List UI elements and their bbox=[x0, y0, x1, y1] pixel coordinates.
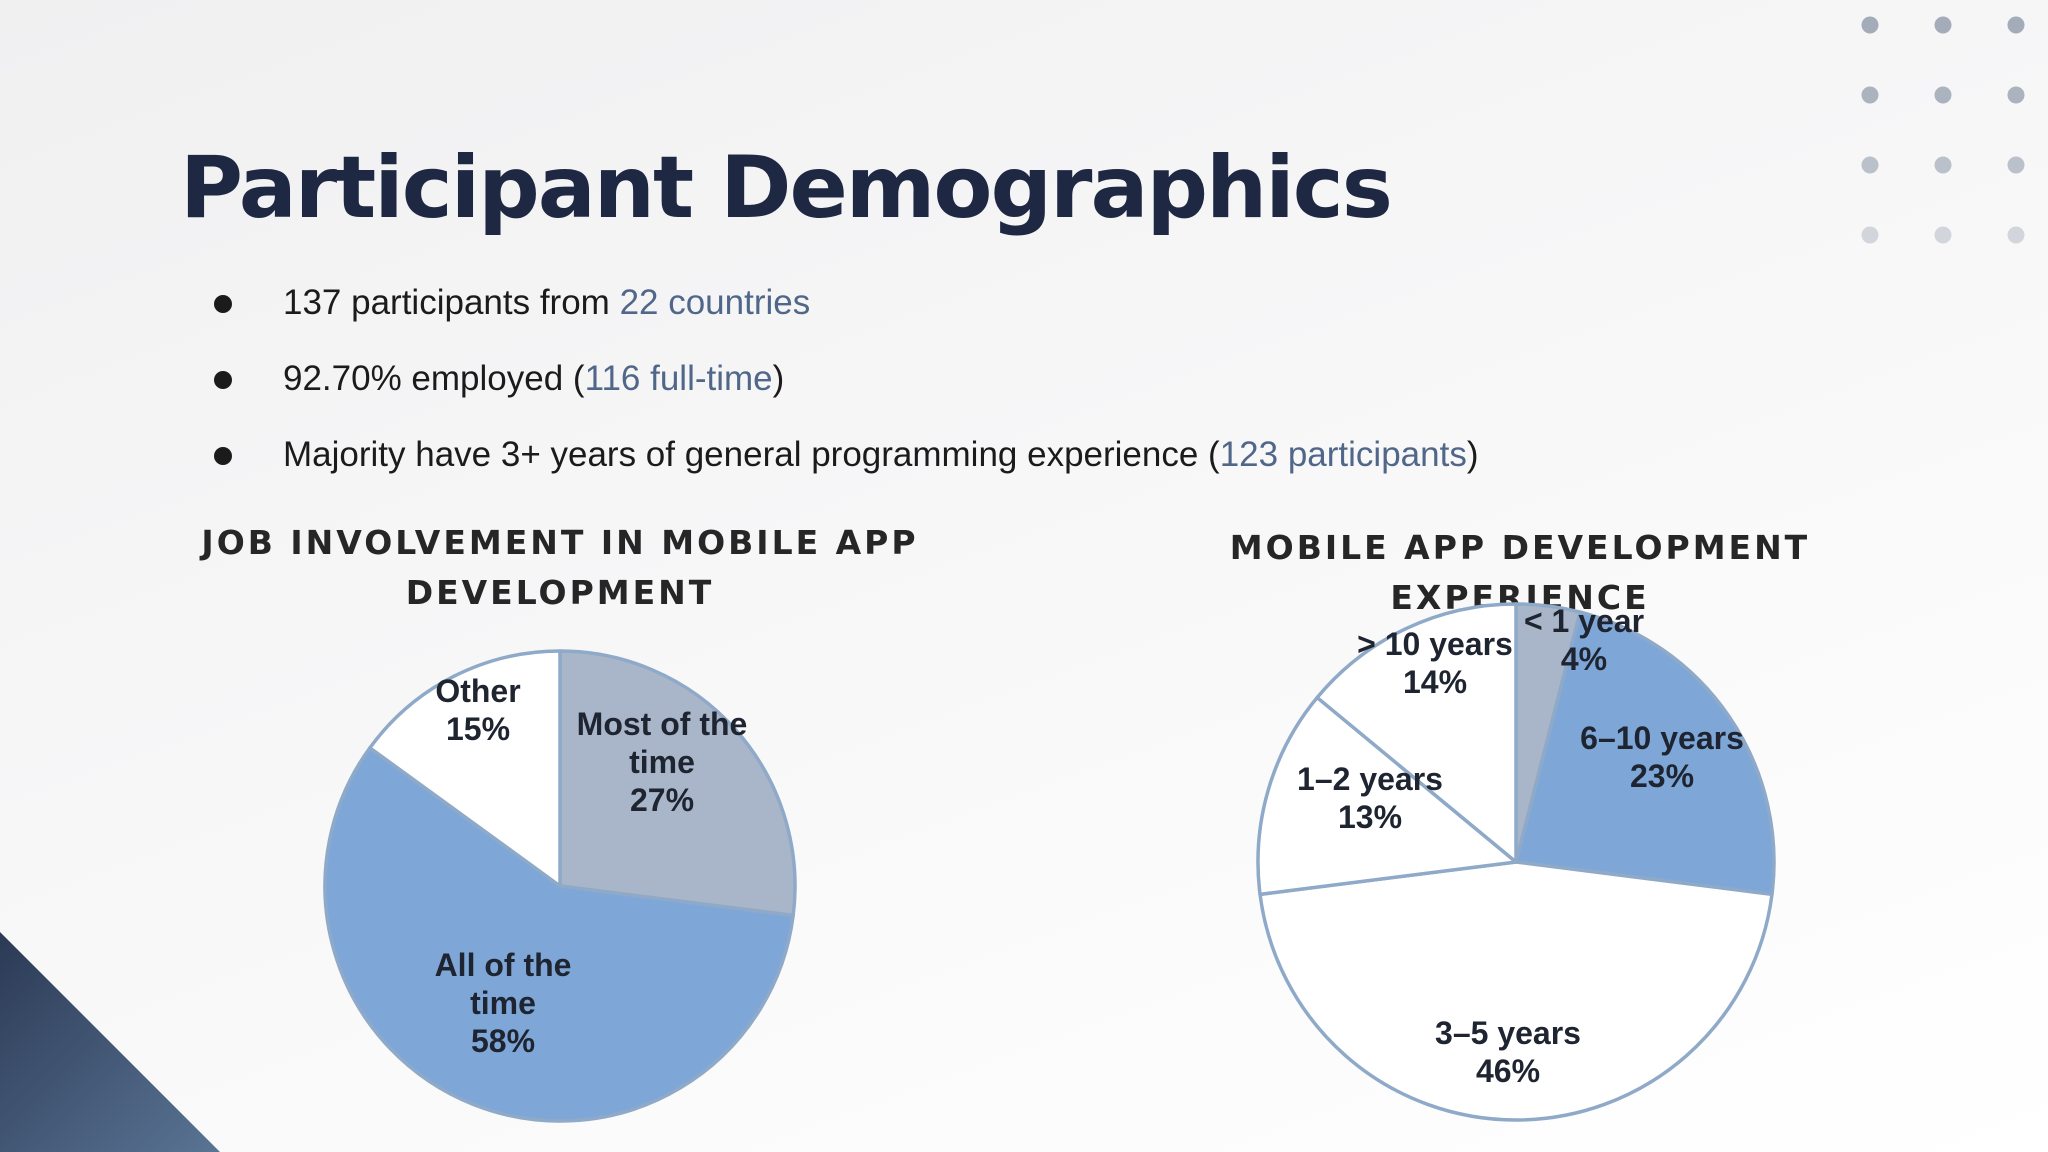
slice-data-label: 6–10 years 23% bbox=[1580, 720, 1744, 794]
bullet-text-end: ) bbox=[1466, 435, 1479, 474]
corner-triangle-decoration bbox=[0, 932, 220, 1152]
slice-percent-label: 4% bbox=[1561, 641, 1607, 677]
decoration-dot bbox=[1861, 226, 1879, 244]
slice-category-label: All of the bbox=[435, 947, 572, 983]
slice-data-label: < 1 year 4% bbox=[1524, 603, 1644, 677]
chart-title-line: JOB INVOLVEMENT IN MOBILE APP bbox=[201, 523, 919, 562]
bullet-list: 137 participants from 22 countries 92.70… bbox=[210, 275, 1478, 503]
pie-slice bbox=[558, 649, 797, 918]
pie-slice bbox=[368, 649, 562, 888]
bullet-highlight: 22 countries bbox=[619, 283, 811, 322]
slice-category-label: < 1 year bbox=[1524, 603, 1644, 639]
chart-title-experience: MOBILE APP DEVELOPMENT EXPERIENCE bbox=[1100, 523, 1940, 623]
chart-title-job-involvement: JOB INVOLVEMENT IN MOBILE APP DEVELOPMEN… bbox=[200, 518, 920, 618]
bullet-text-end: ) bbox=[772, 359, 785, 398]
slice-data-label: Other 15% bbox=[435, 673, 520, 747]
chart-title-line: DEVELOPMENT bbox=[405, 573, 715, 612]
slice-data-label: All of the time 58% bbox=[435, 947, 572, 1059]
slice-category-label: 1–2 years bbox=[1297, 761, 1443, 797]
pie-slice bbox=[1315, 602, 1518, 864]
decoration-dot bbox=[2007, 226, 2025, 244]
bullet-item: Majority have 3+ years of general progra… bbox=[210, 427, 1478, 503]
decoration-dot bbox=[1861, 86, 1879, 104]
slice-percent-label: 58% bbox=[471, 1023, 535, 1059]
slice-category-label: time bbox=[470, 985, 536, 1021]
pie-slice bbox=[1258, 860, 1774, 1122]
slice-percent-label: 23% bbox=[1630, 758, 1694, 794]
slice-category-label: Other bbox=[435, 673, 520, 709]
dot-grid-decoration bbox=[1861, 16, 2025, 244]
slice-data-label: 1–2 years 13% bbox=[1297, 761, 1443, 835]
decoration-dot bbox=[1934, 226, 1952, 244]
decoration-dot bbox=[1861, 156, 1879, 174]
slice-percent-label: 46% bbox=[1476, 1053, 1540, 1089]
decoration-dot bbox=[2007, 86, 2025, 104]
bullet-highlight: 123 participants bbox=[1219, 435, 1467, 474]
pie-slice bbox=[1514, 610, 1776, 897]
decoration-dot bbox=[1934, 16, 1952, 34]
decoration-dot bbox=[1934, 156, 1952, 174]
bullet-text: 92.70% employed ( bbox=[283, 359, 585, 398]
slice-category-label: Most of the bbox=[577, 706, 748, 742]
slice-percent-label: 27% bbox=[630, 782, 694, 818]
slice-category-label: 6–10 years bbox=[1580, 720, 1744, 756]
bullet-item: 137 participants from 22 countries bbox=[210, 275, 1478, 351]
slice-category-label: 3–5 years bbox=[1435, 1015, 1581, 1051]
pie-slice bbox=[323, 746, 795, 1123]
bullet-highlight: 116 full-time bbox=[584, 359, 773, 398]
decoration-dot bbox=[1861, 16, 1879, 34]
bullet-text: Majority have 3+ years of general progra… bbox=[283, 435, 1220, 474]
bullet-item: 92.70% employed (116 full-time) bbox=[210, 351, 1478, 427]
slide-title: Participant Demographics bbox=[180, 138, 1393, 238]
bullet-text: 137 participants from bbox=[283, 283, 620, 322]
slice-data-label: 3–5 years 46% bbox=[1435, 1015, 1581, 1089]
pie-slice bbox=[1256, 695, 1518, 897]
slice-category-label: time bbox=[629, 744, 695, 780]
chart-title-line: MOBILE APP DEVELOPMENT EXPERIENCE bbox=[1229, 528, 1811, 617]
slice-percent-label: 13% bbox=[1338, 799, 1402, 835]
decoration-dot bbox=[2007, 16, 2025, 34]
slice-percent-label: 14% bbox=[1403, 664, 1467, 700]
decoration-dot bbox=[1934, 86, 1952, 104]
slice-data-label: Most of the time 27% bbox=[577, 706, 748, 818]
decoration-dot bbox=[2007, 156, 2025, 174]
slice-data-label: > 10 years 14% bbox=[1357, 626, 1513, 700]
slice-category-label: > 10 years bbox=[1357, 626, 1513, 662]
slice-percent-label: 15% bbox=[446, 711, 510, 747]
